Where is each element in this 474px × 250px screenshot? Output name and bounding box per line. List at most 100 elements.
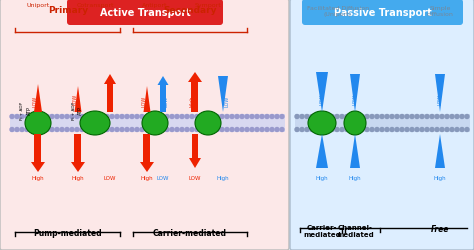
Circle shape <box>185 115 189 119</box>
Circle shape <box>60 128 64 132</box>
Circle shape <box>195 115 199 119</box>
Circle shape <box>105 128 109 132</box>
Text: High: High <box>316 175 328 180</box>
Circle shape <box>190 128 194 132</box>
Circle shape <box>415 115 419 119</box>
Circle shape <box>320 115 324 119</box>
Circle shape <box>300 115 304 119</box>
Circle shape <box>105 115 109 119</box>
Circle shape <box>280 115 284 119</box>
FancyBboxPatch shape <box>302 0 463 26</box>
Ellipse shape <box>142 112 168 136</box>
Circle shape <box>220 115 224 119</box>
Polygon shape <box>144 87 151 113</box>
Polygon shape <box>316 134 328 168</box>
Polygon shape <box>350 75 360 112</box>
Circle shape <box>405 128 409 132</box>
Ellipse shape <box>80 112 110 136</box>
Circle shape <box>350 115 354 119</box>
Circle shape <box>175 128 179 132</box>
Circle shape <box>250 115 254 119</box>
Text: High: High <box>190 95 194 106</box>
Circle shape <box>135 115 139 119</box>
Text: LOW: LOW <box>353 94 357 104</box>
Circle shape <box>335 128 339 132</box>
Text: Antiport: Antiport <box>142 3 168 8</box>
Circle shape <box>455 128 459 132</box>
Text: Secondary: Secondary <box>163 6 217 15</box>
Circle shape <box>205 115 209 119</box>
Circle shape <box>380 128 384 132</box>
Circle shape <box>345 128 349 132</box>
Circle shape <box>35 115 39 119</box>
Text: LOW: LOW <box>104 175 116 180</box>
Circle shape <box>125 115 129 119</box>
Text: Symport: Symport <box>195 3 221 8</box>
Text: LOW: LOW <box>189 175 201 180</box>
Polygon shape <box>31 162 45 172</box>
Polygon shape <box>74 87 82 113</box>
Text: Carrier-mediated: Carrier-mediated <box>153 228 227 237</box>
Bar <box>35 134 42 162</box>
Circle shape <box>400 128 404 132</box>
Text: High: High <box>32 175 44 180</box>
Bar <box>295 114 470 132</box>
Circle shape <box>145 115 149 119</box>
Text: Passive Transport: Passive Transport <box>334 8 432 18</box>
Circle shape <box>305 115 309 119</box>
Circle shape <box>70 115 74 119</box>
Text: ATP: ATP <box>78 106 82 115</box>
Text: High: High <box>108 93 113 104</box>
Circle shape <box>165 115 169 119</box>
Circle shape <box>225 128 229 132</box>
Circle shape <box>430 128 434 132</box>
Circle shape <box>350 128 354 132</box>
Text: LOW: LOW <box>438 94 443 104</box>
Circle shape <box>360 115 364 119</box>
Circle shape <box>65 115 69 119</box>
Circle shape <box>270 128 274 132</box>
Circle shape <box>190 115 194 119</box>
Circle shape <box>75 115 79 119</box>
Circle shape <box>20 128 24 132</box>
Circle shape <box>250 128 254 132</box>
Circle shape <box>160 115 164 119</box>
Circle shape <box>45 115 49 119</box>
Circle shape <box>245 115 249 119</box>
Text: Pi + ADP: Pi + ADP <box>20 102 24 119</box>
Text: Carrier-
mediated: Carrier- mediated <box>303 224 341 237</box>
Circle shape <box>10 115 14 119</box>
Polygon shape <box>435 75 445 112</box>
Circle shape <box>180 115 184 119</box>
Circle shape <box>30 115 34 119</box>
Circle shape <box>400 115 404 119</box>
Circle shape <box>460 128 464 132</box>
Circle shape <box>200 115 204 119</box>
Polygon shape <box>188 73 202 83</box>
Circle shape <box>375 128 379 132</box>
Circle shape <box>270 115 274 119</box>
Circle shape <box>265 115 269 119</box>
Bar <box>10 114 285 132</box>
Polygon shape <box>350 134 360 168</box>
Circle shape <box>95 128 99 132</box>
Circle shape <box>385 128 389 132</box>
Circle shape <box>295 128 299 132</box>
Circle shape <box>370 128 374 132</box>
Circle shape <box>315 115 319 119</box>
Circle shape <box>170 115 174 119</box>
Circle shape <box>15 128 19 132</box>
Circle shape <box>110 115 114 119</box>
Circle shape <box>405 115 409 119</box>
Circle shape <box>445 115 449 119</box>
Ellipse shape <box>308 112 336 136</box>
Ellipse shape <box>195 112 221 136</box>
Circle shape <box>370 115 374 119</box>
Circle shape <box>420 115 424 119</box>
Text: LOW: LOW <box>225 95 229 106</box>
Circle shape <box>155 128 159 132</box>
Circle shape <box>295 115 299 119</box>
Polygon shape <box>435 134 445 168</box>
Text: Pump-mediated: Pump-mediated <box>34 228 102 237</box>
Circle shape <box>30 128 34 132</box>
